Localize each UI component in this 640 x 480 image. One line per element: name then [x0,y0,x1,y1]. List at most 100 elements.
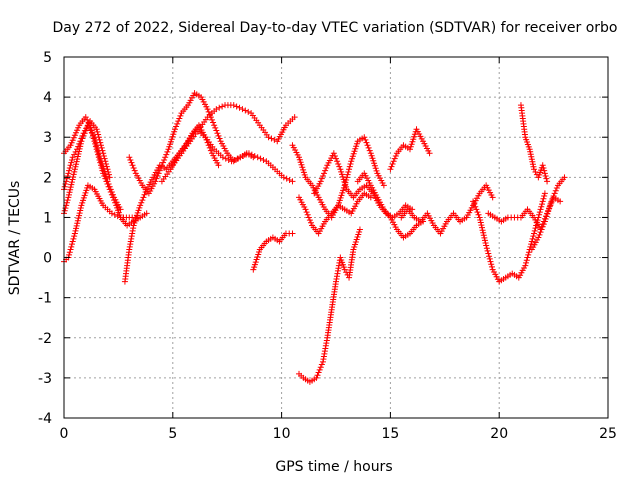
data-point-sample [301,171,308,178]
data-point-sample [389,160,396,167]
data-point-sample [74,217,81,224]
data-point-sample [171,128,178,135]
data-point-sample [164,148,171,155]
data-point-sample [69,238,76,245]
data-point-sample [131,167,138,174]
data-point-sample [72,163,79,170]
data-point-sample [74,127,81,134]
y-axis-label: SDTVAR / TECUs [7,181,23,296]
data-point-sample [128,159,135,166]
data-point-sample [100,165,107,172]
data-point [548,198,555,205]
data-point [126,154,133,161]
data-point-sample [299,164,306,171]
data-point-sample [300,166,307,173]
data-point-sample [523,259,530,266]
data-point-sample [205,108,212,115]
data-point-sample [251,152,258,159]
data-point-sample [97,142,104,149]
data-point-sample [66,164,73,171]
data-point-sample [355,231,362,238]
data-point-sample [537,229,544,236]
data-point [137,202,144,209]
data-point-sample [528,153,535,160]
data-point-sample [138,199,145,206]
data-point-sample [303,209,310,216]
data-point-sample [390,158,397,165]
data-point [531,166,538,173]
data-point-sample [243,151,250,158]
data-point [171,126,178,133]
data-point-sample [475,211,482,218]
data-point [313,374,320,381]
data-point-sample [542,215,549,222]
data-point-sample [84,116,91,123]
data-point-sample [544,210,551,217]
data-point-sample [75,124,82,131]
data-point-sample [206,144,213,151]
data-point-sample [64,197,71,204]
data-point-sample [175,118,182,125]
data-point-sample [70,173,77,180]
data-point-sample [528,156,535,163]
data-point-sample [546,203,553,210]
data-point-sample [536,231,543,238]
data-point-sample [408,141,415,148]
series-track-11 [289,134,387,221]
data-point [557,198,564,205]
data-point-sample [527,148,534,155]
data-point-sample [162,154,169,161]
data-point-sample [545,205,552,212]
data-point [237,154,244,161]
data-point-sample [371,160,378,167]
data-point-sample [66,189,73,196]
data-point [245,150,252,157]
data-point [470,198,477,205]
data-point-sample [298,161,305,168]
data-point-sample [316,366,323,373]
data-point [250,266,257,273]
data-point-sample [344,171,351,178]
data-point-sample [531,230,538,237]
data-point-sample [349,153,356,160]
data-point-sample [133,214,140,221]
data-point-sample [331,152,338,159]
data-point-sample [225,156,232,163]
plot-frame [63,56,609,419]
data-point-sample [482,239,489,246]
data-point-sample [160,159,167,166]
data-point-sample [343,183,350,190]
data-point-sample [530,233,537,240]
data-point-sample [72,148,79,155]
data-point-sample [109,191,116,198]
data-point-sample [252,259,259,266]
data-point-sample [76,212,83,219]
data-point-sample [297,159,304,166]
data-point-sample [388,163,395,170]
data-point-sample [366,147,373,154]
data-point-sample [173,123,180,130]
data-point-sample [156,167,163,174]
data-point-sample [161,156,168,163]
data-point-sample [487,258,494,265]
data-point-sample [70,134,77,141]
data-point-sample [305,214,312,221]
data-point-sample [323,164,330,171]
data-point-sample [370,157,377,164]
data-point-sample [300,169,307,176]
data-point-sample [132,217,139,224]
axis-ticks: 0 5 10 15 20 25 -4 -3 -2 -1 0 1 2 3 4 5 [38,50,617,442]
data-point-sample [369,155,376,162]
x-tick-label: 5 [168,426,177,442]
y-tick-label: 4 [43,90,52,106]
data-point [539,162,546,169]
data-point-sample [77,207,84,214]
data-point-sample [75,143,82,150]
data-point [104,178,111,185]
data-point-sample [90,135,97,142]
data-point-sample [407,143,414,150]
data-point-sample [73,158,80,165]
data-point-sample [67,162,74,169]
data-point-sample [77,204,84,211]
